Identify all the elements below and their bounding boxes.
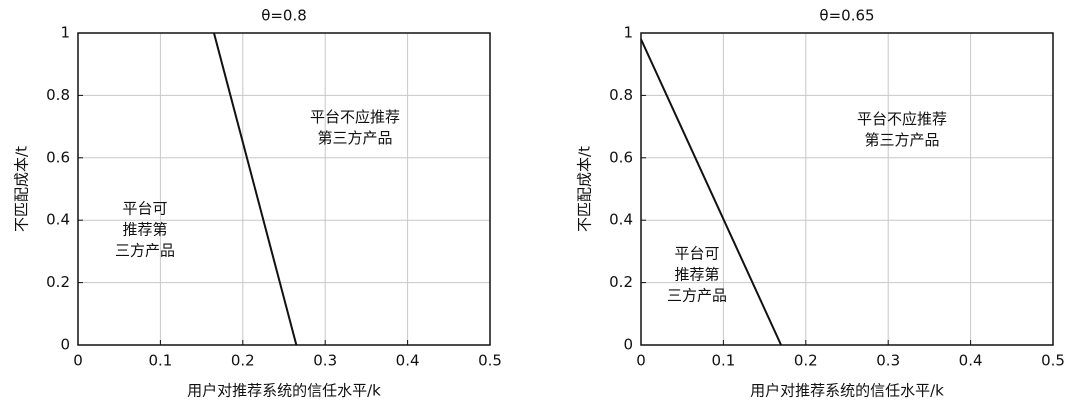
annotation: 三方产品 <box>115 242 175 260</box>
y-tick-label: 0 <box>623 336 633 354</box>
y-tick-label: 0.4 <box>46 211 70 229</box>
x-tick-label: 0.3 <box>876 352 900 370</box>
data-line <box>212 32 298 346</box>
x-tick-label: 0 <box>636 352 646 370</box>
y-tick-label: 0.6 <box>609 148 633 166</box>
x-tick-label: 0.4 <box>396 352 420 370</box>
x-tick-label: 0.2 <box>794 352 818 370</box>
x-tick-label: 0.5 <box>1041 352 1065 370</box>
y-tick-label: 0 <box>60 336 70 354</box>
y-axis-label: 不匹配成本/t <box>576 146 594 232</box>
y-tick-label: 0.2 <box>46 273 70 291</box>
annotation: 平台不应推荐 <box>857 110 947 128</box>
annotation: 第三方产品 <box>317 129 392 147</box>
y-tick-label: 1 <box>623 24 633 42</box>
x-tick-label: 0.1 <box>148 352 172 370</box>
chart-title: θ=0.65 <box>819 7 874 25</box>
x-tick-label: 0.3 <box>313 352 337 370</box>
x-tick-label: 0 <box>73 352 83 370</box>
annotation: 推荐第 <box>122 221 167 239</box>
annotation: 平台可 <box>122 200 167 218</box>
y-tick-label: 0.8 <box>46 86 70 104</box>
x-axis-label: 用户对推荐系统的信任水平/k <box>187 382 381 400</box>
data-line <box>640 38 782 346</box>
x-tick-label: 0.5 <box>478 352 502 370</box>
x-tick-label: 0.4 <box>959 352 983 370</box>
y-tick-label: 1 <box>60 24 70 42</box>
y-tick-label: 0.6 <box>46 148 70 166</box>
x-tick-label: 0.2 <box>231 352 255 370</box>
x-axis-label: 用户对推荐系统的信任水平/k <box>750 382 944 400</box>
y-axis-label: 不匹配成本/t <box>13 146 31 232</box>
annotation: 三方产品 <box>667 287 727 305</box>
annotation: 平台不应推荐 <box>310 108 400 126</box>
plot-frame <box>77 32 491 346</box>
plot-frame <box>640 32 1054 346</box>
y-tick-label: 0.4 <box>609 211 633 229</box>
x-tick-label: 0.1 <box>711 352 735 370</box>
annotation: 第三方产品 <box>864 131 939 149</box>
y-tick-label: 0.8 <box>609 86 633 104</box>
annotation: 平台可 <box>674 245 719 263</box>
chart-title: θ=0.8 <box>261 7 307 25</box>
annotation: 推荐第 <box>674 266 719 284</box>
y-tick-label: 0.2 <box>609 273 633 291</box>
